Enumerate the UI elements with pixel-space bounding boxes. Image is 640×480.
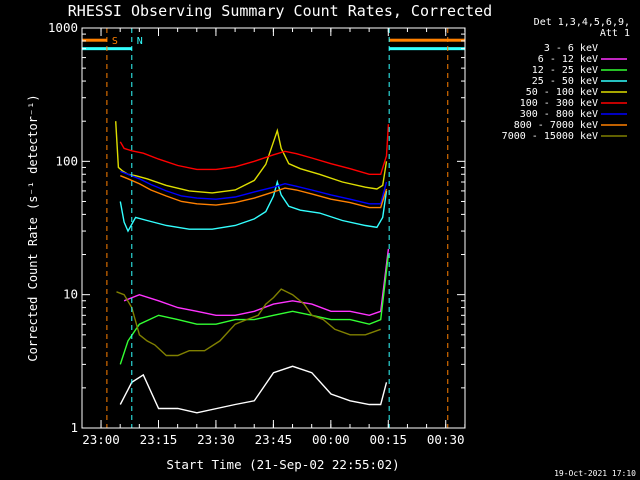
series-line-4 xyxy=(119,179,388,233)
series-line-2 xyxy=(123,248,390,317)
x-tick-label-1: 23:00 xyxy=(82,432,120,447)
x-tick-label-7: 00:30 xyxy=(427,432,465,447)
legend-header-2: Att 1 xyxy=(600,28,630,39)
series-line-1 xyxy=(119,365,388,414)
chart-title: RHESSI Observing Summary Count Rates, Co… xyxy=(68,2,492,20)
legend-label-1: 3 - 6 keV xyxy=(544,43,598,54)
legend-header-1: Det 1,3,4,5,6,9, xyxy=(534,17,630,28)
legend-label-7: 300 - 800 keV xyxy=(520,109,598,120)
series-line-5 xyxy=(115,121,388,194)
y-tick-label-2: 10 xyxy=(63,287,78,302)
legend-label-9: 7000 - 15000 keV xyxy=(502,131,598,142)
y-tick-label-3: 100 xyxy=(55,153,78,168)
x-axis-label: Start Time (21-Sep-02 22:55:02) xyxy=(166,457,399,472)
legend-label-2: 6 - 12 keV xyxy=(538,54,598,65)
legend-label-4: 25 - 50 keV xyxy=(532,76,598,87)
series-line-7 xyxy=(120,170,388,205)
series-line-6 xyxy=(119,124,390,176)
x-tick-label-6: 00:15 xyxy=(369,432,407,447)
flag-bar-2-2 xyxy=(389,47,465,51)
series-line-8 xyxy=(120,175,388,209)
y-tick-label-4: 1000 xyxy=(48,20,78,35)
plot-frame xyxy=(81,27,466,429)
legend-label-5: 50 - 100 keV xyxy=(526,87,598,98)
legend-label-3: 12 - 25 keV xyxy=(532,65,598,76)
x-tick-label-2: 23:15 xyxy=(140,432,178,447)
axes: 23:00 23:15 23:30 23:45 00:00 00:15 00:30 1 10 10… xyxy=(48,20,466,447)
marker-label-2: N xyxy=(137,36,143,47)
timestamp: 19-Oct-2021 17:10 xyxy=(554,469,636,478)
y-tick-label-1: 1 xyxy=(70,420,78,435)
series-line-9 xyxy=(116,288,381,357)
legend-label-6: 100 - 300 keV xyxy=(520,98,598,109)
y-axis-label: Corrected Count Rate (s⁻¹ detector⁻¹) xyxy=(26,94,40,361)
x-tick-label-5: 00:00 xyxy=(312,432,350,447)
series-line-3 xyxy=(119,254,390,365)
flag-bar-1-2 xyxy=(389,38,465,42)
marker-label-1: S xyxy=(112,36,118,47)
x-tick-label-3: 23:30 xyxy=(197,432,235,447)
flag-bar-1-1 xyxy=(82,38,107,42)
legend-label-8: 800 - 7000 keV xyxy=(514,120,598,131)
x-tick-label-4: 23:45 xyxy=(255,432,293,447)
